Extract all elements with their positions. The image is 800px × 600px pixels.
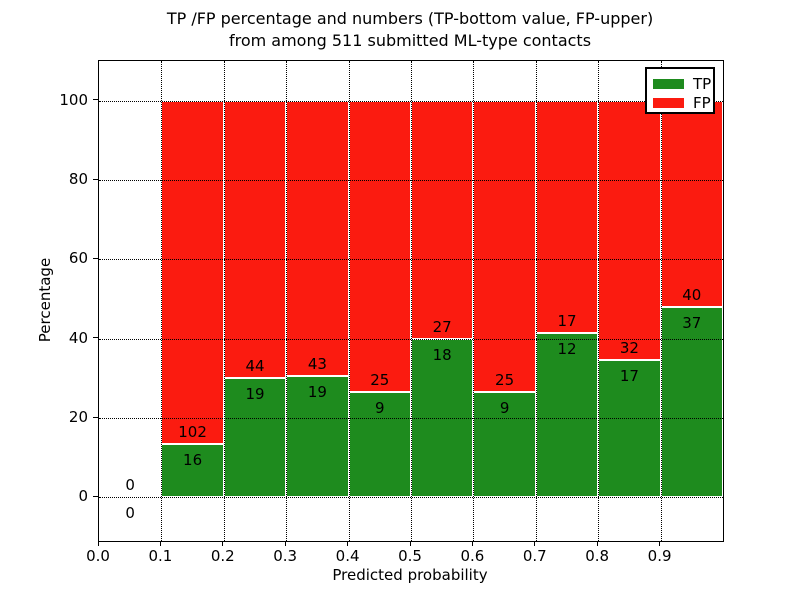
y-axis-label: Percentage: [36, 257, 54, 343]
x-tick-label: 0.1: [148, 547, 173, 565]
tp-bar-segment: [223, 377, 287, 498]
y-tick-mark: [93, 99, 98, 101]
fp-legend-swatch-icon: [653, 97, 684, 108]
x-tick-label: 0.0: [86, 547, 110, 565]
tp-legend-swatch-icon: [653, 78, 684, 89]
fp-count-label: 32: [619, 338, 639, 357]
legend-label-fp: FP: [693, 93, 711, 112]
tp-count-label: 16: [183, 450, 203, 469]
fp-count-label: 44: [245, 356, 265, 375]
x-tick-label: 0.6: [460, 547, 485, 565]
fp-bar-segment: [598, 100, 661, 360]
x-axis-label: Predicted probability: [332, 566, 488, 584]
fp-bar-segment: [161, 100, 224, 444]
x-tick-mark: [284, 541, 286, 546]
chart-title-line2: from among 511 submitted ML-type contact…: [228, 31, 592, 50]
fp-count-label: 40: [682, 285, 702, 304]
y-tick-label: 80: [68, 170, 88, 188]
fp-count-label: 102: [178, 422, 207, 441]
fp-bar-segment: [223, 100, 287, 378]
tp-count-label: 19: [307, 382, 327, 401]
x-tick-mark: [347, 541, 349, 546]
y-tick-label: 20: [68, 408, 88, 427]
tp-bar-segment: [348, 392, 411, 498]
y-tick-mark: [93, 178, 98, 180]
tp-count-label: 12: [557, 340, 577, 359]
legend-label-tp: TP: [693, 74, 712, 93]
fp-bar-segment: [411, 100, 474, 339]
x-tick-mark: [596, 541, 598, 546]
tp-bar-segment: [473, 392, 536, 498]
gridline-vertical: [411, 61, 412, 541]
tp-count-label: 0: [125, 504, 135, 523]
tp-bar-segment: [161, 443, 224, 498]
gridline-vertical: [473, 61, 475, 541]
fp-bar-segment: [473, 100, 536, 393]
tp-count-label: 9: [499, 399, 510, 418]
x-tick-label: 0.4: [335, 547, 360, 565]
tp-bar-segment: [660, 306, 723, 498]
y-tick-mark: [93, 257, 98, 259]
tp-bar-segment: [598, 359, 661, 498]
x-tick-label: 0.3: [273, 547, 298, 565]
y-tick-label: 100: [59, 90, 88, 109]
gridline-horizontal: [99, 100, 723, 102]
legend-item-fp: FP: [653, 93, 713, 112]
gridline-vertical: [598, 61, 600, 541]
x-tick-mark: [409, 541, 411, 546]
tp-count-label: 17: [619, 366, 639, 385]
gridline-horizontal: [99, 497, 723, 499]
x-tick-label: 0.5: [398, 547, 422, 565]
x-tick-mark: [659, 541, 661, 546]
fp-bar-segment: [286, 100, 349, 376]
gridline-vertical: [161, 61, 163, 541]
x-tick-label: 0.8: [585, 547, 610, 565]
x-tick-label: 0.9: [647, 547, 672, 565]
gridline-horizontal: [99, 338, 723, 340]
y-tick-label: 0: [78, 487, 88, 506]
fp-count-label: 0: [125, 476, 135, 495]
y-tick-mark: [93, 495, 98, 497]
x-tick-mark: [534, 541, 536, 546]
tp-count-label: 9: [375, 399, 385, 418]
y-tick-mark: [93, 337, 98, 339]
gridline-vertical: [348, 61, 350, 541]
tp-count-label: 19: [245, 384, 265, 403]
fp-bar-segment: [348, 100, 411, 393]
x-tick-mark: [159, 541, 161, 546]
chart-title-line1: TP /FP percentage and numbers (TP-bottom…: [166, 9, 654, 28]
legend-item-tp: TP: [653, 74, 713, 93]
gridline-horizontal: [99, 418, 723, 420]
gridline-vertical: [223, 61, 225, 541]
gridline-vertical: [535, 61, 537, 541]
y-tick-mark: [93, 416, 98, 418]
fp-count-label: 17: [557, 312, 577, 331]
y-tick-label: 40: [68, 328, 88, 347]
legend: TP FP: [645, 67, 715, 114]
fp-bar-segment: [660, 100, 723, 307]
fp-bar-segment: [535, 100, 599, 334]
gridline-horizontal: [99, 259, 723, 261]
x-tick-mark: [97, 541, 99, 546]
gridline-vertical: [286, 61, 288, 541]
chart-title: TP /FP percentage and numbers (TP-bottom…: [20, 8, 800, 52]
plot-area: 0 0 102 16 44 19 43 19 25 9 27 18 25 9 17 12 32 17 40 37: [98, 60, 724, 542]
fp-count-label: 25: [495, 371, 515, 390]
gridline-horizontal: [99, 180, 723, 181]
x-tick-mark: [222, 541, 224, 546]
x-tick-label: 0.7: [522, 547, 547, 565]
fp-count-label: 27: [432, 317, 452, 336]
tp-count-label: 18: [432, 345, 452, 364]
x-tick-label: 0.2: [210, 547, 235, 565]
fp-count-label: 43: [307, 354, 327, 373]
gridline-vertical: [660, 61, 662, 541]
fp-count-label: 25: [370, 371, 390, 390]
x-tick-mark: [471, 541, 473, 546]
tp-count-label: 37: [682, 313, 702, 332]
y-tick-label: 60: [68, 249, 88, 268]
